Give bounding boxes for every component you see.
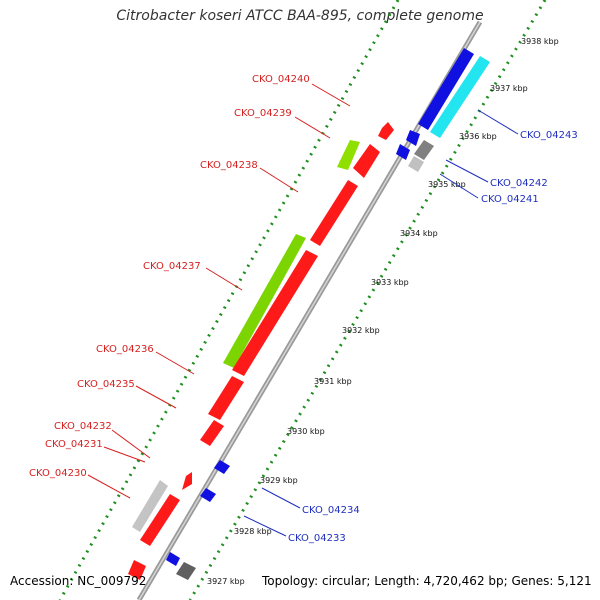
gene-label[interactable]: CKO_04233 [288, 533, 346, 544]
gene-arrow [378, 122, 394, 140]
tick-label: 3937 kbp [490, 84, 528, 93]
tick-label: 3938 kbp [521, 37, 559, 46]
gene-arrow [182, 472, 192, 490]
genes-left-strand [128, 122, 394, 580]
gene-arrow [353, 144, 380, 178]
tick-labels: 3938 kbp 3937 kbp 3936 kbp 3935 kbp 3934… [207, 37, 559, 586]
gene-label[interactable]: CKO_04240 [252, 74, 310, 85]
gene-arrow [166, 552, 180, 566]
gene-arrow [128, 560, 146, 580]
gene-labels-left: CKO_04240 CKO_04239 CKO_04238 CKO_04237 … [29, 74, 351, 499]
gene-arrow [176, 562, 196, 580]
gene-label[interactable]: CKO_04231 [45, 439, 103, 450]
tick-label: 3934 kbp [400, 229, 438, 238]
gene-label[interactable]: CKO_04235 [77, 379, 135, 390]
gene-arrow [208, 376, 244, 420]
tick-label: 3933 kbp [371, 278, 409, 287]
gene-label[interactable]: CKO_04232 [54, 421, 112, 432]
gene-arrow [232, 250, 318, 376]
gene-arrow [140, 494, 180, 546]
gene-arrow [214, 460, 230, 474]
gc-band [223, 234, 306, 368]
gene-arrow [200, 420, 224, 446]
dotted-tracks [58, 0, 547, 600]
tick-label: 3936 kbp [459, 132, 497, 141]
gene-arrow [200, 488, 216, 502]
gene-arrow [414, 140, 434, 160]
gene-label[interactable]: CKO_04237 [143, 261, 201, 272]
accession-text: Accession: NC_009792 [10, 574, 147, 588]
gene-arrow [418, 48, 474, 130]
gene-arrow [430, 56, 490, 138]
gc-band [337, 140, 360, 170]
gene-label[interactable]: CKO_04243 [520, 130, 578, 141]
topology-text: Topology: circular; Length: 4,720,462 bp… [262, 574, 592, 588]
tick-label: 3930 kbp [287, 427, 325, 436]
gene-label[interactable]: CKO_04230 [29, 468, 87, 479]
tick-label: 3929 kbp [260, 476, 298, 485]
gene-label[interactable]: CKO_04238 [200, 160, 258, 171]
outer-dotted-track [58, 0, 400, 600]
gene-label[interactable]: CKO_04236 [96, 344, 154, 355]
gene-arrow [406, 130, 420, 146]
tick-label: 3927 kbp [207, 577, 245, 586]
gene-label[interactable]: CKO_04234 [302, 505, 360, 516]
gene-label[interactable]: CKO_04239 [234, 108, 292, 119]
gene-labels-right: CKO_04243 CKO_04242 CKO_04241 CKO_04234 … [243, 109, 578, 544]
gene-arrow [396, 144, 410, 160]
gene-arrow [310, 180, 358, 246]
tick-label: 3928 kbp [234, 527, 272, 536]
gc-band [132, 480, 168, 532]
gene-label[interactable]: CKO_04242 [490, 178, 548, 189]
tick-label: 3932 kbp [342, 326, 380, 335]
genes-right-strand [166, 48, 490, 580]
tick-label: 3931 kbp [314, 377, 352, 386]
map-title: Citrobacter koseri ATCC BAA-895, complet… [116, 8, 484, 24]
gc-track [132, 140, 360, 532]
tick-label: 3935 kbp [428, 180, 466, 189]
gene-label[interactable]: CKO_04241 [481, 194, 539, 205]
gene-arrow [408, 156, 424, 172]
